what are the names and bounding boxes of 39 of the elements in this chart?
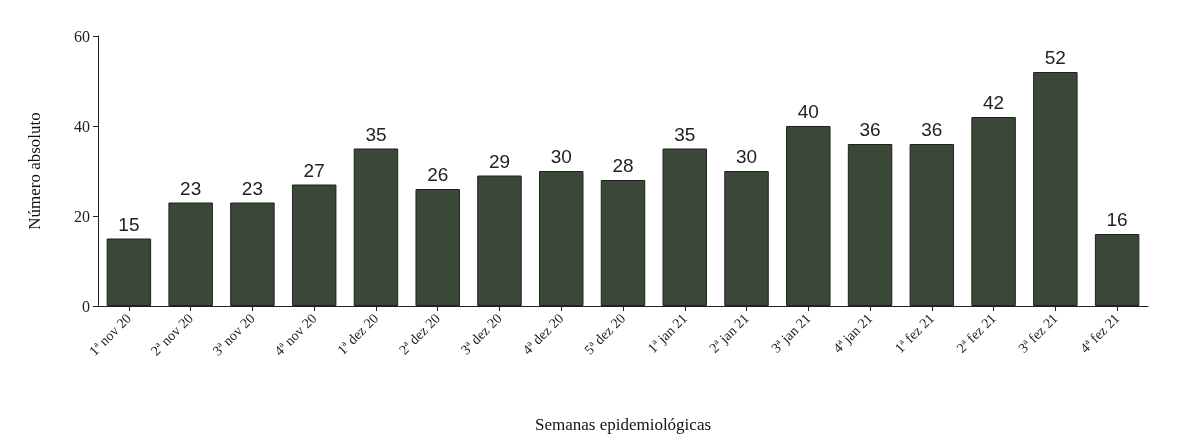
data-label: 26: [427, 164, 449, 185]
data-label: 42: [983, 92, 1005, 113]
x-tick-label: 4ª jan 21: [830, 310, 876, 356]
data-label: 16: [1106, 209, 1128, 230]
data-label: 23: [241, 177, 263, 199]
data-label: 40: [797, 101, 819, 122]
y-tick-label: 60: [74, 27, 90, 45]
x-tick-label: 5ª dez 20: [581, 310, 629, 358]
x-tick-label: 3ª dez 20: [457, 310, 505, 358]
data-label: 23: [180, 177, 202, 199]
x-tick-label: 2ª jan 21: [706, 310, 752, 356]
data-label: 36: [921, 119, 943, 140]
data-label: 30: [735, 146, 758, 167]
y-axis-title: Número absoluto: [25, 112, 44, 230]
x-tick-label: 3ª fez 21: [1015, 310, 1061, 356]
y-tick-label: 0: [82, 297, 90, 315]
x-axis-title: Semanas epidemiológicas: [534, 415, 712, 434]
x-tick-label: 1ª jan 21: [644, 310, 691, 356]
x-tick-label: 2ª fez 21: [953, 310, 999, 356]
x-tick-label: 4ª fez 21: [1077, 310, 1123, 356]
x-tick-label: 2ª dez 20: [396, 310, 444, 358]
data-label: 35: [365, 123, 387, 145]
x-tick-label: 4ª dez 20: [519, 310, 567, 358]
data-label: 29: [488, 150, 511, 172]
x-tick-label: 2ª nov 20: [148, 310, 196, 359]
data-label: 15: [118, 213, 140, 235]
data-label: 52: [1044, 47, 1066, 68]
data-label: 30: [550, 146, 572, 167]
x-tick-label: 3ª jan 21: [768, 310, 814, 356]
x-tick-label: 3ª nov 20: [209, 310, 258, 359]
y-tick-label: 20: [74, 207, 90, 225]
y-tick-label: 40: [74, 117, 90, 135]
data-label: 35: [674, 123, 696, 145]
data-label: 36: [859, 119, 881, 140]
x-tick-label: 1ª dez 20: [334, 310, 382, 358]
data-label: 27: [303, 159, 325, 181]
x-tick-label: 4ª nov 20: [271, 310, 320, 359]
x-tick-label: 1ª fez 21: [891, 310, 938, 356]
data-label: 28: [612, 155, 634, 176]
